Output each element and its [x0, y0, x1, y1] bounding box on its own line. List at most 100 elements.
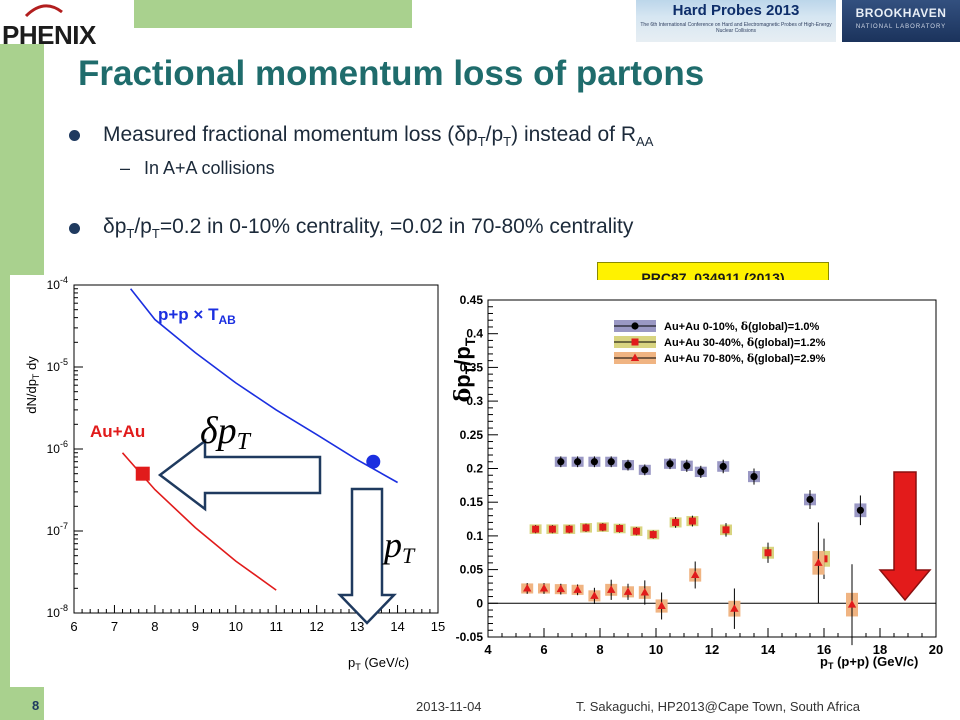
data-point	[691, 570, 700, 578]
tick-base: 10	[47, 606, 61, 620]
data-point	[641, 466, 649, 474]
x-tick-label: 11	[269, 619, 283, 634]
x-tick-label: 16	[817, 642, 831, 657]
x-tick-label: 20	[929, 642, 943, 657]
sub-bullet-dash: –	[120, 158, 131, 178]
bullet-text: /p	[485, 123, 504, 146]
data-point	[616, 524, 624, 532]
tick-exponent: -6	[60, 439, 68, 449]
legend: Au+Au 0-10%, δ(global)=1.0%Au+Au 30-40%,…	[606, 314, 892, 372]
bullet-text: Measured fractional momentum loss (	[103, 123, 455, 146]
page-number: 8	[32, 698, 40, 713]
data-point	[672, 518, 680, 526]
red-down-arrow-icon	[878, 471, 932, 602]
data-point	[599, 523, 607, 531]
delta-symbol: δ	[103, 215, 115, 238]
subscript: T	[477, 134, 486, 150]
bullet-text: p	[466, 123, 478, 146]
x-tick-label: 8	[151, 619, 158, 634]
x-tick-label: 12	[705, 642, 719, 657]
subscript: T	[503, 134, 512, 150]
footer-date: 2013-11-04	[416, 699, 482, 714]
data-point	[624, 461, 632, 469]
data-point	[640, 588, 649, 596]
phenix-logo: PHENIX	[2, 4, 132, 50]
x-tick-label: 13	[350, 619, 364, 634]
y-ticks: -0.05 0 0.05 0.1 0.15 0.2 0.25 0.3 0.35 0.4 0.45	[456, 293, 498, 644]
data-point	[573, 585, 582, 593]
x-tick-label: 7	[111, 619, 118, 634]
data-point	[548, 525, 556, 533]
legend-text: (global)=2.9%	[754, 353, 825, 365]
y-tick-label: 0.25	[460, 428, 484, 442]
pt-annotation: pT	[381, 525, 416, 568]
bullet-measured: Measured fractional momentum loss (δpT/p…	[103, 123, 653, 149]
bullet-dot-icon	[69, 223, 80, 234]
x-tick-label: 15	[431, 619, 445, 634]
subscript: T	[462, 365, 478, 374]
tick-base: 10	[47, 524, 61, 538]
data-point	[814, 558, 823, 566]
data-point	[750, 472, 758, 481]
data-point	[565, 525, 573, 533]
shift-left-arrow-icon	[157, 438, 322, 512]
y-tick-label: 0.45	[460, 293, 484, 307]
delta-symbol: δ	[747, 336, 754, 349]
subscript: T	[126, 226, 135, 242]
y-tick-label: 10-6	[47, 439, 68, 456]
tick-exponent: -8	[60, 603, 68, 613]
bnl-logo: BROOKHAVEN NATIONAL LABORATORY	[842, 0, 960, 42]
x-tick-label: 18	[873, 642, 887, 657]
y-axis-label: dN/dpT dy	[24, 356, 41, 414]
x-tick-label: 14	[761, 642, 776, 657]
footer-author: T. Sakaguchi, HP2013@Cape Town, South Af…	[576, 699, 860, 714]
data-point	[722, 526, 730, 534]
legend-text: (global)=1.2%	[754, 337, 825, 349]
legend-text: Au+Au 30-40%,	[664, 337, 747, 349]
y-tick-label: 0.2	[466, 462, 483, 476]
y-tick-label: -0.05	[456, 630, 484, 644]
data-point	[683, 462, 691, 470]
subscript: T	[151, 226, 160, 242]
y-tick-label: 10-5	[47, 357, 68, 374]
tick-base: 10	[47, 278, 61, 292]
data-point	[719, 462, 727, 471]
spectra-plot: 6 7 8 9 10 11 12 13 14 15 10-810-710-610-510-4 dN…	[10, 275, 446, 687]
conference-title: Hard Probes 2013	[672, 2, 800, 19]
data-point	[730, 604, 739, 612]
axis-text: (p+p) (GeV/c)	[833, 654, 918, 669]
delta-symbol: δ	[454, 123, 467, 146]
axis-text: /p	[450, 346, 475, 366]
y-tick-label: 0.1	[466, 529, 483, 543]
dpt-annotation: δpT	[200, 410, 252, 455]
bullet-text: ) instead of R	[511, 123, 637, 146]
data-point	[590, 458, 598, 466]
legend-text: Au+Au 0-10%,	[664, 321, 741, 333]
header-accent-bar	[134, 0, 412, 28]
delta-symbol: δ	[741, 320, 748, 333]
y-tick-label: 0.15	[460, 495, 484, 509]
legend-text: (global)=1.0%	[748, 321, 819, 333]
phenix-logo-text: PHENIX	[2, 20, 96, 50]
bullet-centrality: δpT/pT=0.2 in 0-10% centrality, =0.02 in…	[103, 215, 633, 241]
x-axis-label: pT (p+p) (GeV/c)	[820, 654, 918, 671]
data-point	[688, 517, 696, 525]
data-points	[521, 456, 867, 646]
x-tick-label: 4	[484, 642, 492, 657]
delta-symbol: δ	[747, 352, 754, 365]
tick-exponent: -7	[60, 521, 68, 531]
auau-marker	[135, 466, 150, 481]
y-ticks: 10-810-710-610-510-4	[47, 275, 83, 620]
subscript: T	[462, 337, 478, 346]
x-tick-label: 12	[309, 619, 323, 634]
tick-exponent: -5	[60, 357, 68, 367]
data-point	[557, 458, 565, 466]
x-tick-label: 8	[596, 642, 603, 657]
data-point	[632, 527, 640, 535]
data-point	[574, 458, 582, 466]
y-tick-label: 10-7	[47, 521, 68, 538]
data-point	[657, 601, 666, 609]
logo-swoosh-icon	[24, 4, 63, 18]
data-point	[806, 495, 814, 504]
data-point	[764, 549, 772, 557]
